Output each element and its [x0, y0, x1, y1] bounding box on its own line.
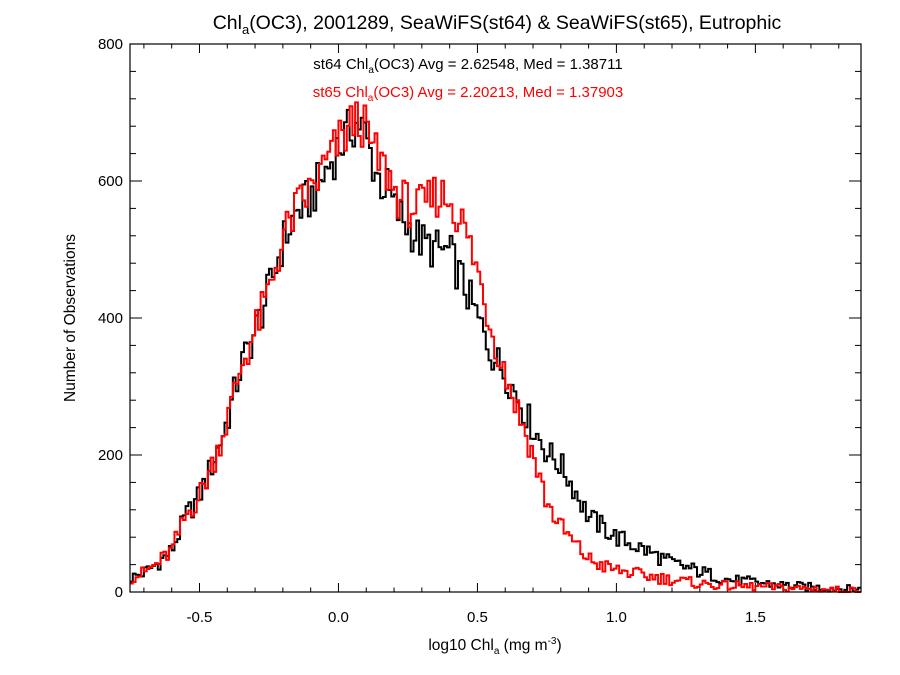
axis-ticks: -0.5 0.0 0.5 1.0 1.5 0 200 400 600 800 — [98, 36, 861, 626]
x-tick-label: -0.5 — [187, 609, 213, 626]
x-tick-label: 0.5 — [467, 609, 488, 626]
x-tick-label: 0.0 — [328, 609, 349, 626]
y-tick-label: 600 — [98, 173, 123, 190]
series-st65-stats: st65 Chla(OC3) Avg = 2.20213, Med = 1.37… — [313, 84, 624, 104]
chart-title: Chla(OC3), 2001289, SeaWiFS(st64) & SeaW… — [213, 12, 782, 37]
y-axis-label: Number of Observations — [62, 234, 79, 402]
series-layer — [130, 101, 861, 593]
chart-title-prefix: Chl — [213, 12, 242, 34]
plot-frame — [129, 43, 862, 593]
y-tick-label: 400 — [98, 310, 123, 327]
y-tick-label: 200 — [98, 447, 123, 464]
chart-title-sub: a — [242, 22, 250, 37]
series-st64-line — [130, 108, 861, 593]
series-st64-stats: st64 Chla(OC3) Avg = 2.62548, Med = 1.38… — [313, 56, 622, 76]
series-st65-line — [130, 101, 861, 593]
x-tick-label: 1.0 — [606, 609, 627, 626]
x-tick-label: 1.5 — [745, 609, 766, 626]
x-axis-label: log10 Chla (mg m-3) — [428, 636, 561, 657]
y-tick-label: 0 — [115, 584, 123, 601]
y-tick-label: 800 — [98, 36, 123, 53]
chart-title-suffix: (OC3), 2001289, SeaWiFS(st64) & SeaWiFS(… — [249, 12, 781, 34]
